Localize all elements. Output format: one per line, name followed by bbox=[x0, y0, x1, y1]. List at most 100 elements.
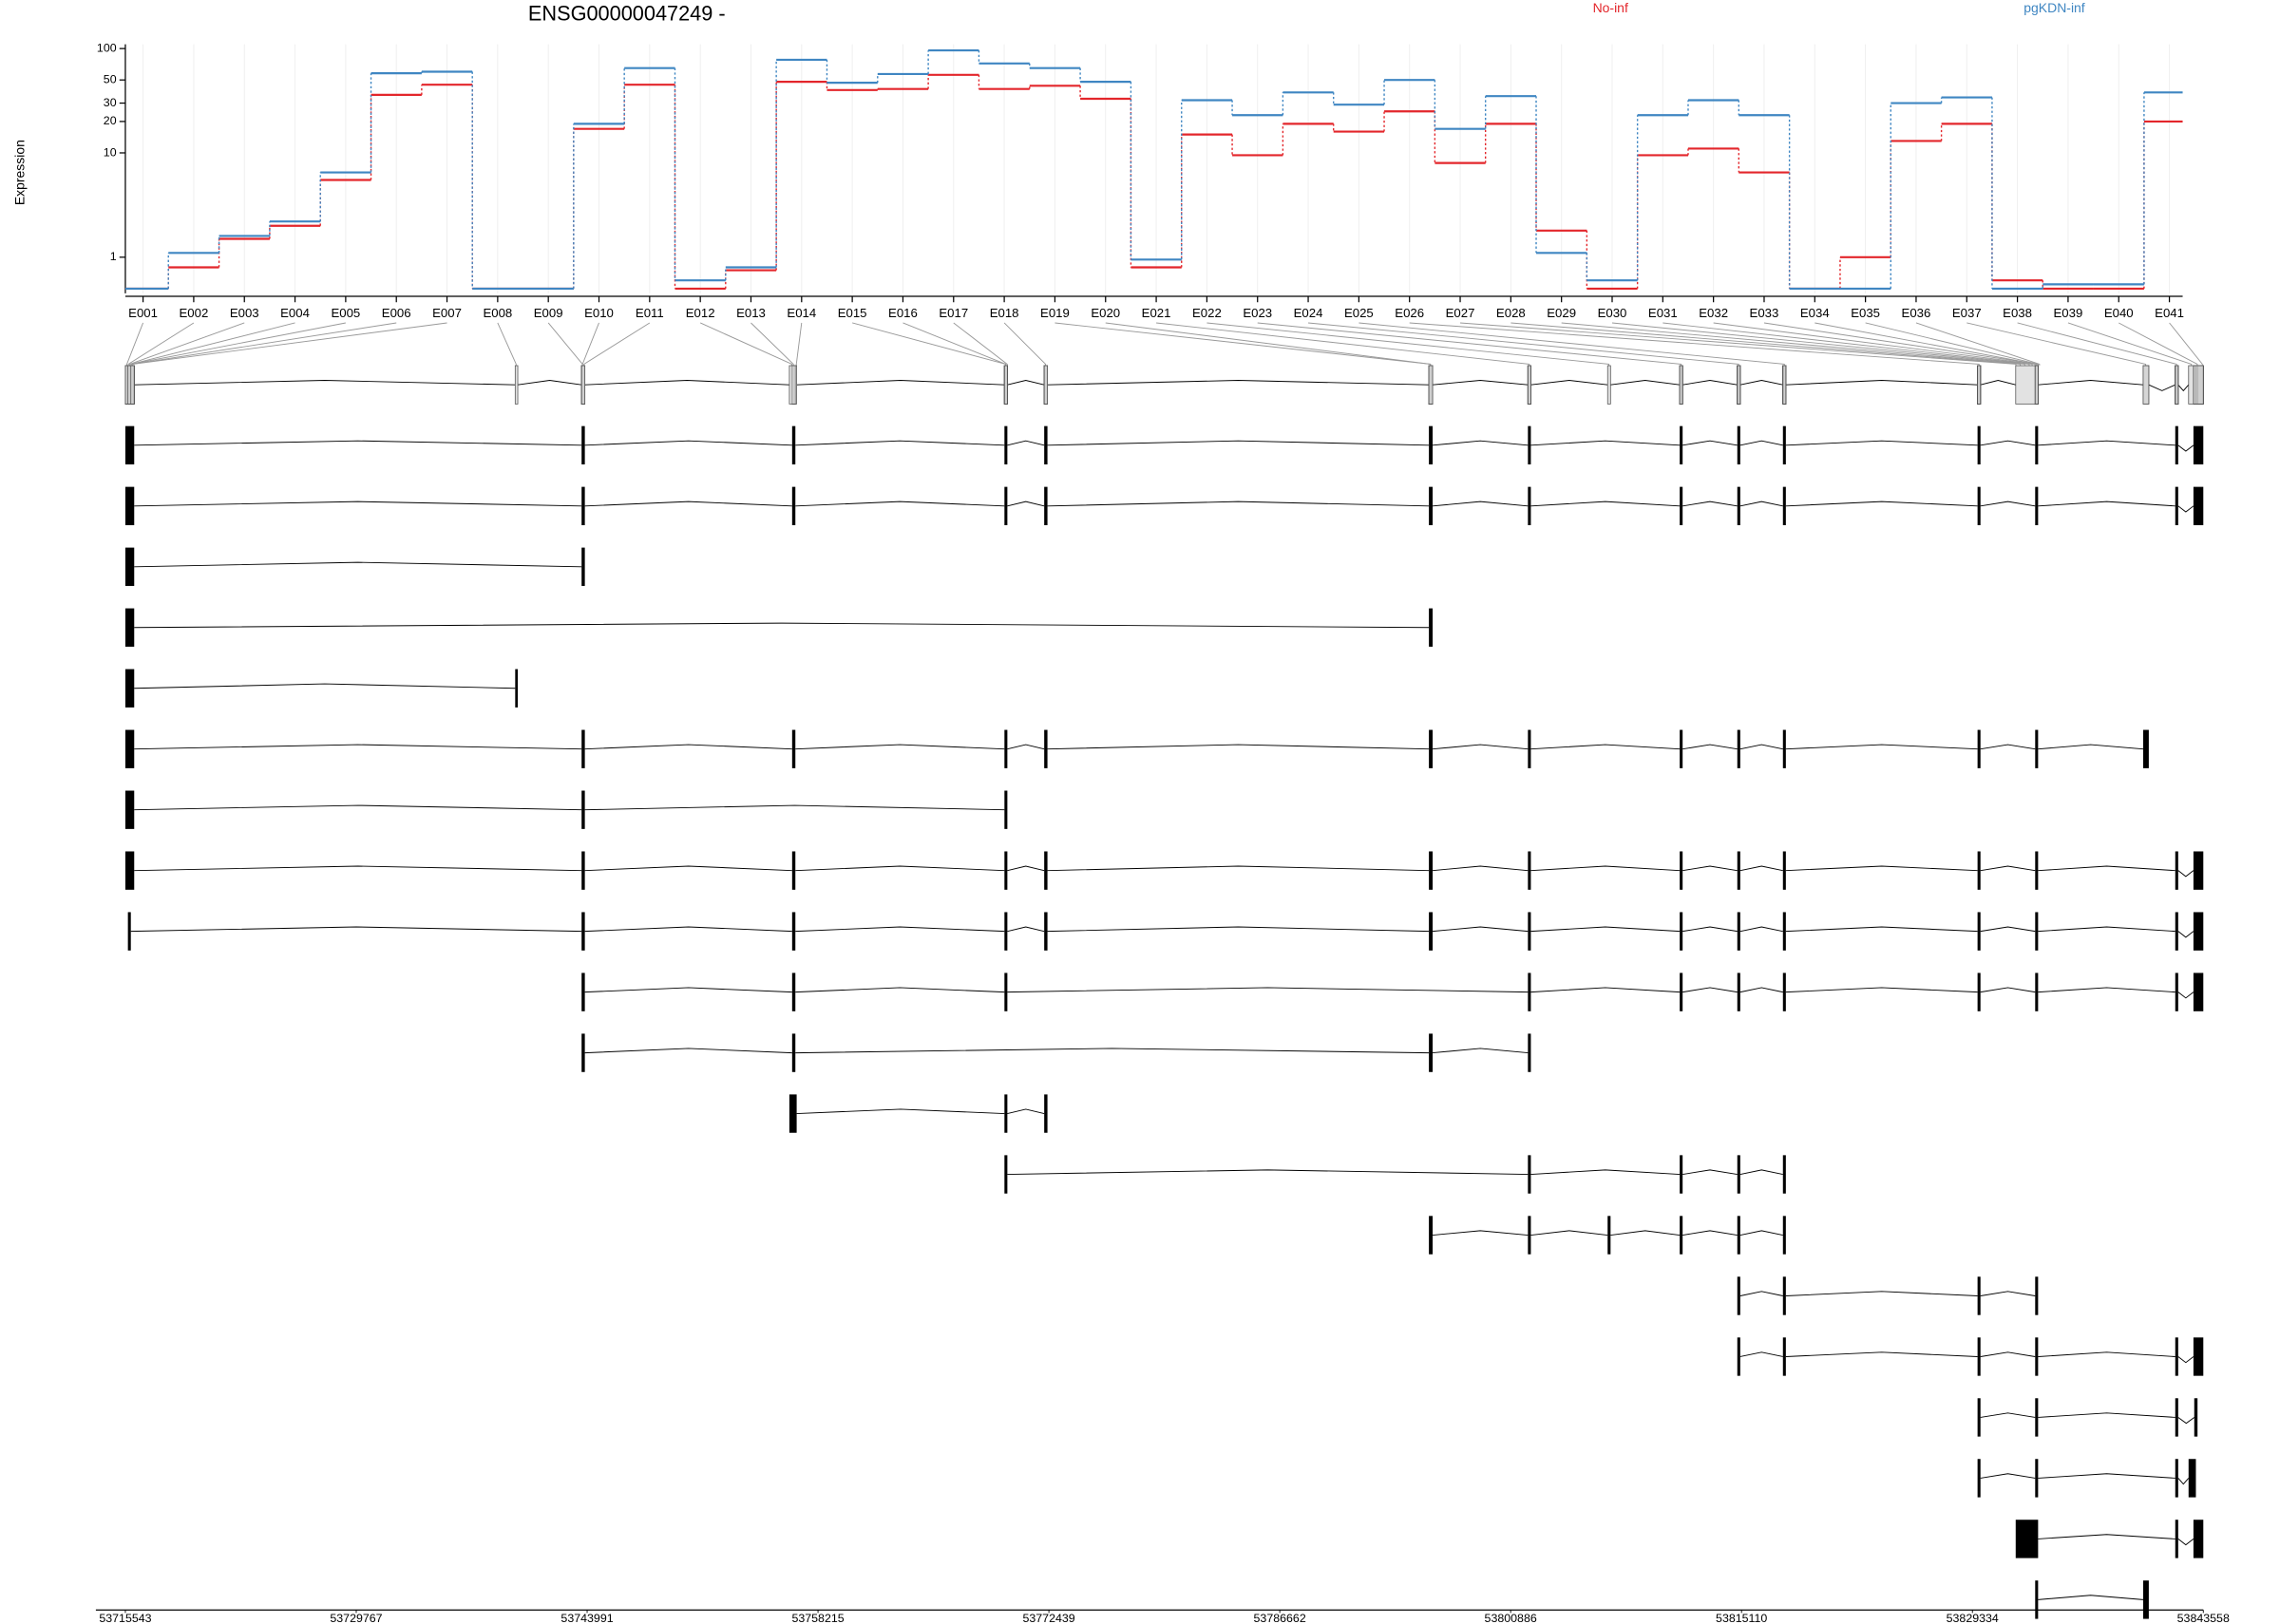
exon bbox=[1782, 912, 1786, 951]
exon bbox=[1680, 1155, 1683, 1194]
intron bbox=[2038, 1412, 2176, 1418]
intron bbox=[1682, 744, 1738, 750]
intron bbox=[796, 1108, 1005, 1115]
x-tick-label: E020 bbox=[1091, 306, 1120, 320]
intron bbox=[1739, 1351, 1783, 1357]
exon bbox=[1977, 1276, 1981, 1315]
intron bbox=[1739, 380, 1783, 386]
exon bbox=[2193, 425, 2204, 465]
summary-exon bbox=[1428, 365, 1434, 405]
x-tick-label: E038 bbox=[2003, 306, 2032, 320]
intron bbox=[2177, 1417, 2195, 1425]
exon bbox=[1977, 1337, 1981, 1376]
exon bbox=[124, 547, 135, 586]
x-tick-label: E037 bbox=[1952, 306, 1982, 320]
genomic-tick-label: 53800886 bbox=[1485, 1612, 1537, 1624]
x-tick-label: E035 bbox=[1851, 306, 1880, 320]
exon bbox=[2175, 1398, 2178, 1437]
exon bbox=[2193, 1520, 2204, 1558]
x-tick-label: E040 bbox=[2104, 306, 2134, 320]
intron bbox=[795, 500, 1005, 507]
intron bbox=[1980, 1412, 2036, 1418]
legend-entry: No-inf bbox=[1593, 0, 1628, 15]
exon bbox=[581, 425, 585, 465]
intron bbox=[1047, 380, 1430, 386]
x-tick-label: E011 bbox=[636, 306, 664, 320]
x-tick-label: E002 bbox=[180, 306, 209, 320]
intron bbox=[2177, 384, 2190, 392]
exon bbox=[2193, 486, 2204, 525]
exon bbox=[1044, 851, 1048, 890]
intron bbox=[584, 500, 792, 507]
exon bbox=[1977, 973, 1981, 1011]
exon bbox=[1528, 912, 1531, 951]
x-tick-label: E025 bbox=[1344, 306, 1374, 320]
intron bbox=[795, 1048, 1430, 1054]
exon bbox=[791, 1033, 796, 1072]
exon bbox=[1429, 1033, 1434, 1072]
bin-link bbox=[1966, 322, 2147, 367]
summary-exon bbox=[2175, 365, 2179, 405]
intron bbox=[134, 380, 516, 386]
exon bbox=[1004, 425, 1008, 465]
summary-exon bbox=[1679, 365, 1683, 405]
x-tick-label: E034 bbox=[1800, 306, 1830, 320]
intron bbox=[1785, 500, 1978, 507]
exon bbox=[581, 912, 585, 951]
intron bbox=[1785, 987, 1978, 993]
x-tick-label: E027 bbox=[1446, 306, 1475, 320]
x-tick-label: E029 bbox=[1547, 306, 1576, 320]
x-tick-label: E017 bbox=[939, 306, 968, 320]
exon bbox=[1044, 729, 1048, 768]
intron bbox=[1007, 440, 1045, 446]
exon bbox=[2142, 729, 2149, 768]
exon bbox=[124, 851, 135, 890]
exon bbox=[2175, 912, 2178, 951]
exon bbox=[1004, 790, 1008, 829]
intron bbox=[1980, 744, 2036, 750]
intron bbox=[1980, 380, 2016, 386]
exon bbox=[1607, 1216, 1611, 1255]
exon bbox=[1528, 425, 1531, 465]
exon bbox=[1044, 1094, 1048, 1133]
intron bbox=[1007, 380, 1045, 386]
summary-exon bbox=[1782, 365, 1787, 405]
exon bbox=[2035, 729, 2039, 768]
intron bbox=[2177, 1539, 2194, 1546]
intron bbox=[1980, 987, 2036, 993]
exon bbox=[1782, 1155, 1786, 1194]
bin-link bbox=[2118, 322, 2198, 367]
y-tick-label: 30 bbox=[104, 96, 117, 109]
exon bbox=[1429, 608, 1434, 647]
exon bbox=[1004, 912, 1008, 951]
x-tick-label: E023 bbox=[1243, 306, 1272, 320]
x-tick-label: E014 bbox=[787, 306, 816, 320]
exon bbox=[124, 486, 135, 525]
exon bbox=[1429, 729, 1434, 768]
exon bbox=[2193, 973, 2204, 1011]
exon bbox=[1004, 973, 1008, 1011]
exon bbox=[1782, 729, 1786, 768]
exon bbox=[2175, 973, 2178, 1011]
intron bbox=[2177, 505, 2194, 513]
exon bbox=[581, 547, 585, 586]
x-tick-label: E024 bbox=[1294, 306, 1323, 320]
intron bbox=[1739, 744, 1783, 750]
intron bbox=[1682, 865, 1738, 872]
exon bbox=[1528, 1155, 1531, 1194]
intron bbox=[1530, 744, 1681, 750]
x-tick-label: E026 bbox=[1395, 306, 1424, 320]
exon bbox=[1528, 486, 1531, 525]
exon bbox=[581, 790, 585, 829]
genomic-tick-label: 53758215 bbox=[791, 1612, 844, 1624]
summary-exon bbox=[514, 365, 519, 405]
intron bbox=[1433, 500, 1529, 507]
intron bbox=[584, 1048, 792, 1054]
intron bbox=[795, 865, 1005, 872]
summary-exon bbox=[1977, 365, 1982, 405]
intron bbox=[130, 926, 582, 933]
intron bbox=[134, 744, 582, 750]
intron bbox=[1739, 987, 1783, 993]
intron bbox=[1047, 440, 1430, 446]
